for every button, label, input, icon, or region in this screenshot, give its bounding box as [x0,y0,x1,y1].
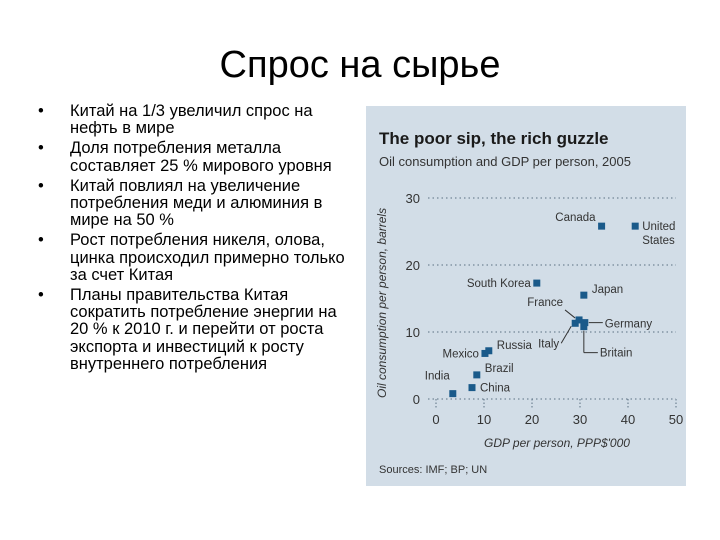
data-point [598,222,606,230]
bullet-item: • Доля потребления металла составляет 25 … [38,139,356,175]
x-tick-label: 20 [525,412,539,427]
data-point-label: Italy [538,338,559,350]
bullet-dot: • [38,286,44,305]
y-tick-label: 10 [406,325,420,340]
data-point [580,291,588,299]
bullet-item: • Рост потребления никеля, олова, цинка п… [38,232,356,284]
data-point [473,371,481,379]
x-tick-label: 40 [621,412,635,427]
y-tick-label: 20 [406,258,420,273]
bullet-text: Планы правительства Китая сократить потр… [70,286,337,373]
slide-title: Спрос на сырье [219,44,501,86]
bullet-text: Доля потребления металла составляет 25 %… [70,139,332,175]
bullet-text: Китай на 1/3 увеличил спрос на нефть в м… [70,102,313,138]
bullet-dot: • [38,102,44,120]
data-point-label: Russia [497,340,533,352]
oil-gdp-scatter-chart: The poor sip, the rich guzzle Oil consum… [375,129,684,476]
data-point-label: China [480,383,511,395]
bullet-dot: • [38,176,44,195]
bullet-item: • Китай на 1/3 увеличил спрос на нефть в … [38,102,356,138]
data-point-label: Mexico [443,348,479,360]
y-tick-label: 30 [406,191,420,206]
data-point-label: Japan [592,284,623,296]
x-tick-label: 30 [573,412,587,427]
bullet-list: • Китай на 1/3 увеличил спрос на нефть в … [38,102,356,376]
data-point [631,222,639,230]
chart-subtitle: Oil consumption and GDP per person, 2005 [379,154,631,169]
y-axis-label: Oil consumption per person, barrels [375,208,389,398]
bullet-text: Китай повлиял на увеличение потребления … [70,176,323,230]
data-point-label: States [642,235,675,247]
bullet-dot: • [38,139,44,158]
data-point [580,323,588,331]
label-leader-line [560,326,572,344]
data-point-label: Brazil [485,363,514,375]
x-tick-label: 0 [432,412,439,427]
data-point-label: Canada [555,212,596,224]
chart-title: The poor sip, the rich guzzle [379,129,609,148]
bullet-text: Рост потребления никеля, олова, цинка пр… [70,231,345,284]
data-point-label: South Korea [467,278,532,290]
plot-area: 0 10 20 30 0 10 20 30 40 50 India China Brazil Mexico… [406,191,684,427]
y-tick-label: 0 [413,392,420,407]
data-point [575,316,583,324]
data-point [581,319,589,327]
data-point [481,349,489,357]
data-point-label: Germany [605,319,653,331]
data-point [533,279,541,287]
chart-source: Sources: IMF; BP; UN [379,464,487,476]
bullet-item: • Китай повлиял на увеличение потребления… [38,176,356,230]
data-point-label: India [425,371,451,383]
label-leader-line [564,309,576,319]
data-point [571,319,579,327]
data-point [485,347,493,355]
data-point [468,384,476,392]
data-point-label: France [527,297,563,309]
bullet-item: • Планы правительства Китая сократить пот… [38,286,356,373]
x-tick-label: 50 [669,412,683,427]
data-point-label: Britain [600,348,633,360]
data-point [449,390,457,398]
bullet-dot: • [38,231,44,250]
data-point-label: United [642,221,675,233]
chart-panel: The poor sip, the rich guzzle Oil consum… [366,106,686,486]
x-tick-label: 10 [477,412,491,427]
x-axis-label: GDP per person, PPP$'000 [484,436,630,450]
